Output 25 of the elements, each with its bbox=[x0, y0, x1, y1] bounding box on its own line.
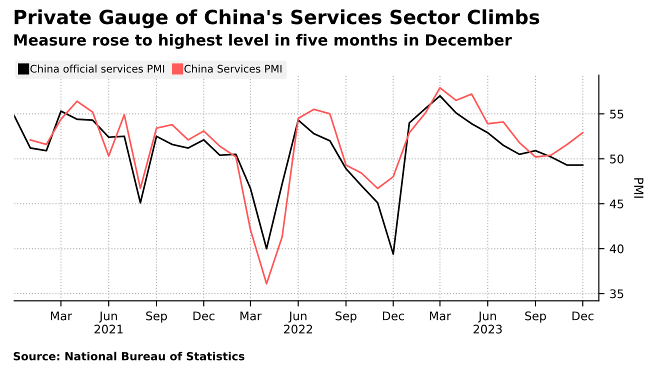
x-tick-label: Jun 2021 bbox=[94, 312, 123, 334]
x-tick-label: Mar bbox=[50, 312, 72, 320]
x-tick-label: Sep bbox=[146, 311, 167, 323]
source-note: Source: National Bureau of Statistics bbox=[14, 352, 244, 360]
x-tick-label: Mar bbox=[240, 312, 262, 320]
x-tick-label: Jun 2023 bbox=[474, 312, 502, 334]
chart-title: Private Gauge of China's Services Sector Climbs bbox=[14, 9, 540, 28]
y-tick-label: 55 bbox=[610, 110, 624, 118]
line-series bbox=[14, 95, 584, 255]
x-tick-label: Dec bbox=[193, 312, 214, 320]
legend-label: China official services PMI bbox=[30, 64, 164, 73]
chart-subtitle: Measure rose to highest level in five months in December bbox=[14, 34, 512, 49]
y-tick-label: 45 bbox=[610, 200, 624, 208]
x-tick-label: Mar bbox=[430, 312, 452, 320]
y-tick-label: 40 bbox=[610, 244, 624, 254]
y-tick-label: 35 bbox=[610, 289, 624, 298]
line-series bbox=[29, 86, 584, 285]
x-tick-label: Sep bbox=[525, 311, 546, 323]
x-tick-label: Dec bbox=[382, 312, 404, 320]
legend-label: China Services PMI bbox=[184, 64, 282, 73]
x-tick-label: Sep bbox=[336, 311, 356, 323]
y-axis-title: PMI bbox=[634, 178, 644, 198]
y-tick-label: 50 bbox=[610, 154, 624, 164]
x-tick-label: Dec bbox=[572, 312, 594, 320]
x-tick-label: Jun 2022 bbox=[284, 312, 312, 334]
